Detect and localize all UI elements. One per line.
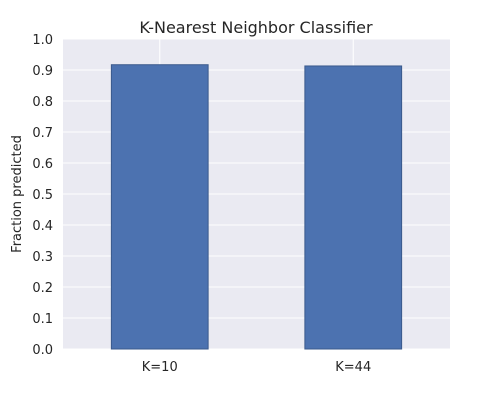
chart-title: K-Nearest Neighbor Classifier xyxy=(139,18,373,37)
bars xyxy=(110,64,403,350)
y-tick-label: 1.0 xyxy=(32,33,53,48)
y-tick-label: 0.3 xyxy=(32,250,53,265)
bar-k-44 xyxy=(304,65,403,350)
y-tick-label: 0.6 xyxy=(32,157,53,172)
y-tick-label: 0.5 xyxy=(32,188,53,203)
y-tick-label: 0.2 xyxy=(32,281,53,296)
x-tick-label: K=10 xyxy=(142,360,178,375)
x-tick-label: K=44 xyxy=(335,360,371,375)
y-tick-label: 0.0 xyxy=(32,343,53,358)
y-tick-label: 0.4 xyxy=(32,219,53,234)
x-tick-labels: K=10 K=44 xyxy=(142,360,371,375)
y-tick-label: 0.8 xyxy=(32,95,53,110)
y-axis-label: Fraction predicted xyxy=(10,135,25,253)
bar-k-10 xyxy=(110,64,209,350)
y-tick-label: 0.1 xyxy=(32,312,53,327)
y-tick-label: 0.9 xyxy=(32,64,53,79)
y-tick-label: 0.7 xyxy=(32,126,53,141)
y-tick-labels: 0.0 0.1 0.2 0.3 0.4 0.5 0.6 0.7 0.8 0.9 1.0 xyxy=(32,33,53,358)
